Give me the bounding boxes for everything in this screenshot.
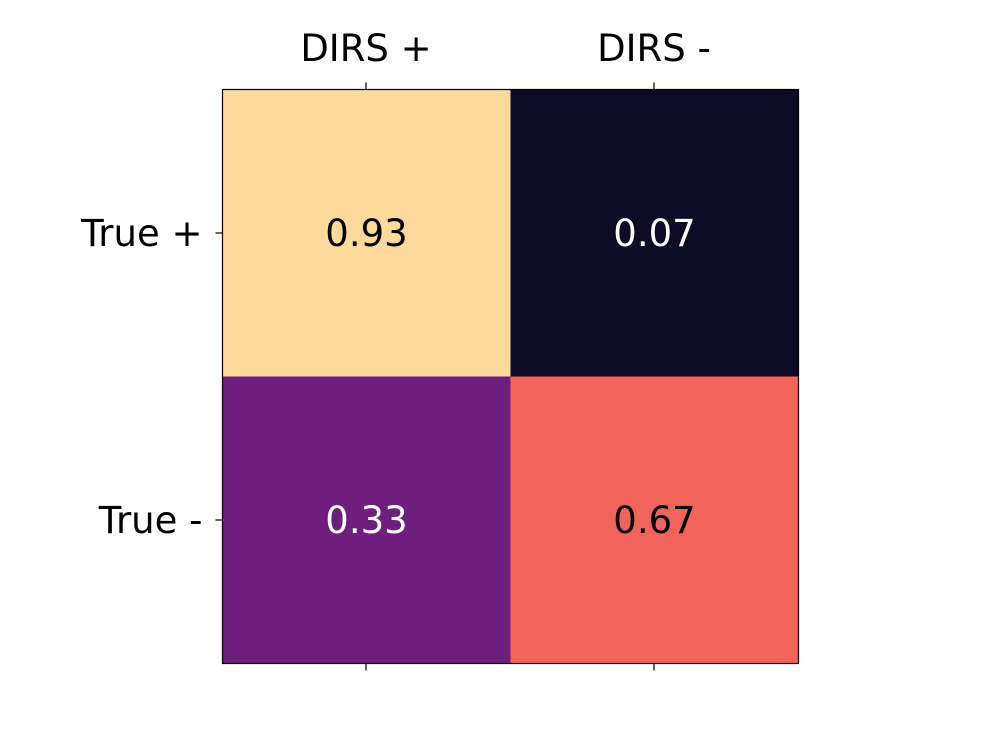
cell-value-label: 0.93 xyxy=(325,212,407,255)
axes-frame xyxy=(221,88,800,665)
heatmap-cell xyxy=(222,376,511,664)
cell-value-label: 0.67 xyxy=(613,499,695,542)
heatmap-cell xyxy=(222,89,511,377)
x-tick-label: DIRS - xyxy=(597,27,711,70)
x-tick-label: DIRS + xyxy=(300,27,431,70)
y-tick-label: True - xyxy=(98,499,203,542)
y-tick-label: True + xyxy=(80,212,202,255)
heatmap-cell xyxy=(510,89,799,377)
cell-value-label: 0.33 xyxy=(325,499,407,542)
heatmap-cell xyxy=(510,376,799,664)
cell-value-label: 0.07 xyxy=(613,212,695,255)
